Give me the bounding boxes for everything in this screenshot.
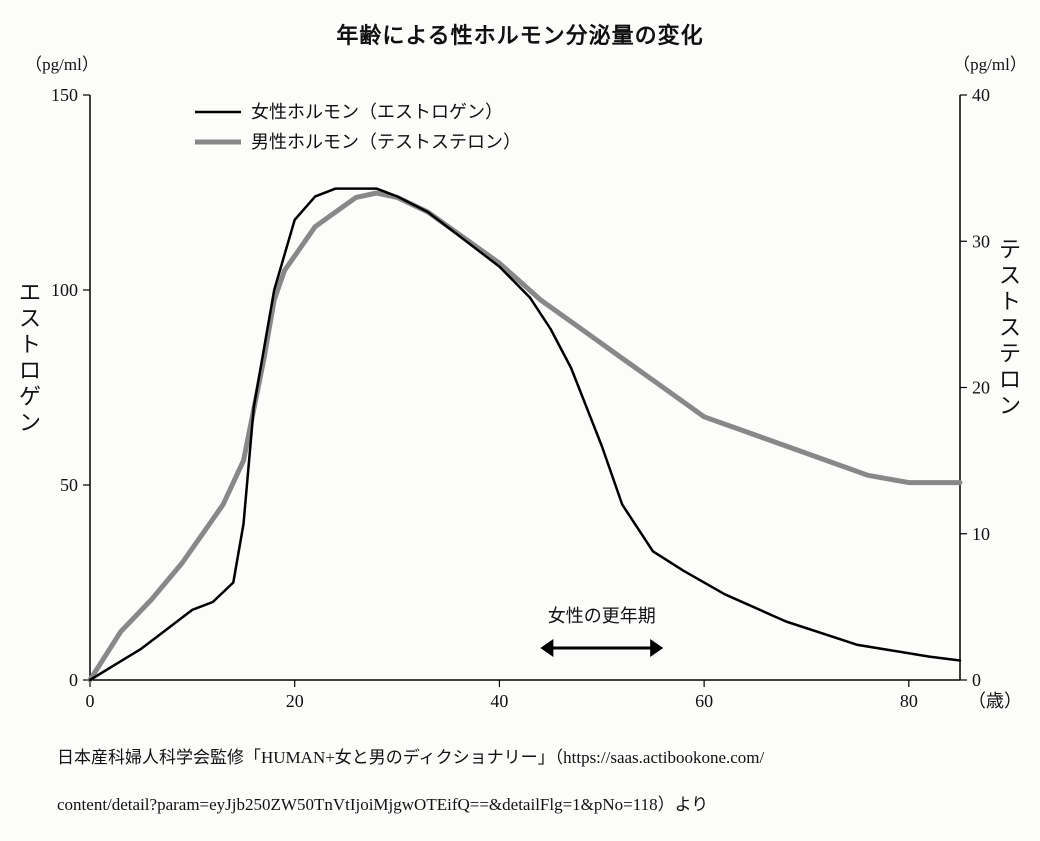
svg-text:ト: ト xyxy=(19,332,41,357)
svg-text:ス: ス xyxy=(999,263,1021,288)
y-left-title: エストロゲン xyxy=(19,280,41,435)
series-estrogen xyxy=(90,189,960,680)
annotation-arrow-right xyxy=(650,639,663,657)
y-left-tick-label: 0 xyxy=(69,670,78,690)
svg-text:ゲ: ゲ xyxy=(19,384,41,409)
figure-container: 年齢による性ホルモン分泌量の変化 020406080（歳）05010015001… xyxy=(0,0,1040,778)
x-tick-label: 20 xyxy=(286,691,304,711)
svg-text:ロ: ロ xyxy=(19,358,41,383)
y-right-tick-label: 0 xyxy=(972,670,981,690)
y-right-title: テストステロン xyxy=(999,237,1021,418)
svg-text:ス: ス xyxy=(19,306,41,331)
x-tick-label: 80 xyxy=(900,691,918,711)
svg-text:ス: ス xyxy=(999,315,1021,340)
source-caption: 日本産科婦人科学会監修「HUMAN+女と男のディクショナリー」（https://… xyxy=(40,722,1010,841)
svg-text:ン: ン xyxy=(19,410,41,435)
x-tick-label: 40 xyxy=(490,691,508,711)
svg-text:ト: ト xyxy=(999,289,1021,314)
svg-text:ロ: ロ xyxy=(999,367,1021,392)
caption-line-1: 日本産科婦人科学会監修「HUMAN+女と男のディクショナリー」（https://… xyxy=(57,748,764,767)
legend-label-estrogen: 女性ホルモン（エストロゲン） xyxy=(251,102,503,122)
y-right-tick-label: 10 xyxy=(972,524,990,544)
y-left-unit: （pg/ml） xyxy=(25,55,99,74)
svg-text:ン: ン xyxy=(999,393,1021,418)
annotation-label: 女性の更年期 xyxy=(548,606,656,626)
y-left-tick-label: 50 xyxy=(60,475,78,495)
svg-text:テ: テ xyxy=(999,341,1021,366)
annotation-arrow-left xyxy=(540,639,553,657)
y-right-unit: （pg/ml） xyxy=(953,55,1027,74)
y-right-tick-label: 40 xyxy=(972,85,990,105)
x-tick-label: 60 xyxy=(695,691,713,711)
series-testosterone xyxy=(90,193,960,680)
y-left-tick-label: 150 xyxy=(51,85,78,105)
x-axis-unit: （歳） xyxy=(968,691,1022,711)
legend-label-testosterone: 男性ホルモン（テストステロン） xyxy=(251,132,521,152)
hormone-line-chart: 020406080（歳）050100150010203040（pg/ml）（pg… xyxy=(0,0,1040,778)
caption-line-2: content/detail?param=eyJjb250ZW50TnVtIjo… xyxy=(57,795,708,814)
svg-text:テ: テ xyxy=(999,237,1021,262)
svg-text:エ: エ xyxy=(19,280,41,305)
y-left-tick-label: 100 xyxy=(51,280,78,300)
y-right-tick-label: 30 xyxy=(972,231,990,251)
x-tick-label: 0 xyxy=(86,691,95,711)
y-right-tick-label: 20 xyxy=(972,378,990,398)
